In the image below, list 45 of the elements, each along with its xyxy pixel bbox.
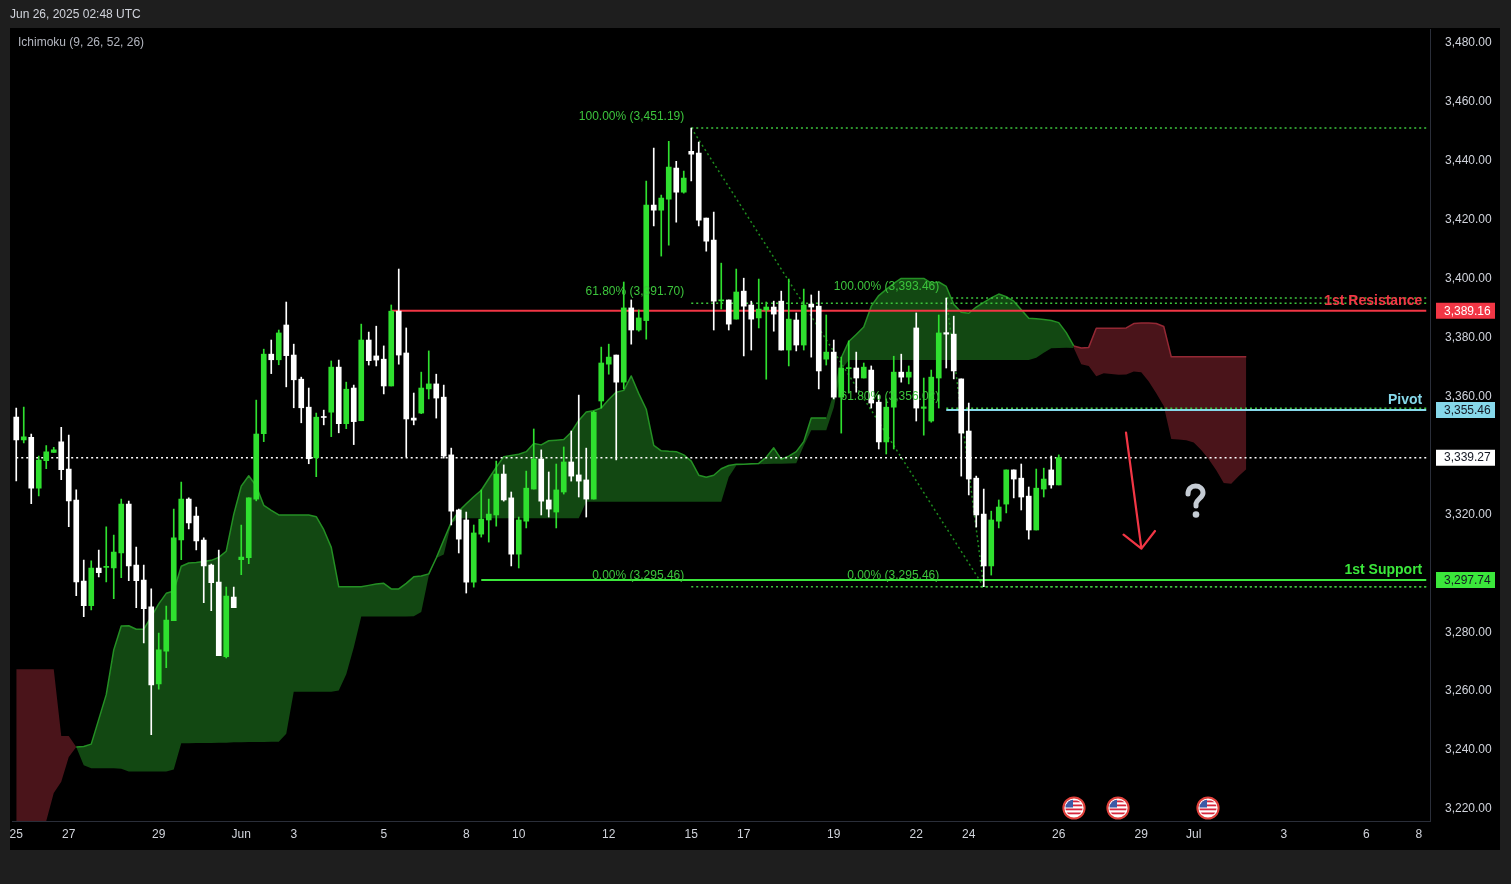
x-tick-label: 5: [380, 826, 388, 841]
y-tick-label: 3,440.00: [1445, 153, 1493, 168]
series-label: 100.00% (3,393.46): [833, 279, 940, 294]
series-label: Pivot: [1388, 390, 1423, 407]
text: Ichimoku (9, 26, 52, 26): [18, 34, 145, 50]
y-tick-label: 3,220.00: [1445, 801, 1493, 816]
series-label: 1st Support: [1344, 560, 1423, 577]
x-tick-label: 6: [1362, 826, 1370, 841]
data-label: 3,339.27: [1444, 450, 1492, 465]
y-tick-label: 3,420.00: [1445, 212, 1493, 227]
x-tick-label: 29: [1134, 826, 1149, 841]
data-label: 3,355.46: [1444, 402, 1492, 417]
x-tick-label: 12: [602, 826, 616, 841]
series-label: 0.00% (3,295.46): [592, 567, 685, 582]
y-tick-label: 3,280.00: [1445, 624, 1493, 639]
series-label: 1st Resistance: [1324, 291, 1423, 308]
x-tick-label: 3: [1280, 826, 1288, 841]
x-tick-label: 10: [512, 826, 526, 841]
x-tick-label: 3: [290, 826, 298, 841]
x-tick-label: 27: [62, 826, 76, 841]
y-tick-label: 3,380.00: [1445, 329, 1493, 344]
series-label: 100.00% (3,451.19): [578, 108, 685, 123]
x-tick-label: Jul: [1186, 826, 1202, 841]
x-tick-label: 29: [152, 826, 166, 841]
y-tick-label: 3,260.00: [1445, 683, 1493, 698]
x-tick-label: 22: [909, 826, 924, 841]
y-tick-label: 3,240.00: [1445, 742, 1493, 757]
x-tick-label: 19: [827, 826, 841, 841]
y-tick-label: 3,460.00: [1445, 94, 1493, 109]
x-tick-label: Jun: [231, 826, 251, 841]
y-tick-label: 3,360.00: [1445, 388, 1493, 403]
x-tick-label: 8: [462, 826, 470, 841]
x-tick-label: 17: [737, 826, 751, 841]
data-label: 3,297.74: [1444, 572, 1492, 587]
y-tick-label: 3,320.00: [1445, 506, 1493, 521]
x-tick-label: 15: [684, 826, 699, 841]
x-tick-label: 25: [9, 826, 24, 841]
text: Jun 26, 2025 02:48 UTC: [10, 6, 141, 22]
x-tick-label: 8: [1415, 826, 1423, 841]
x-tick-label: 24: [962, 826, 976, 841]
series-label: 0.00% (3,295.46): [847, 567, 940, 582]
x-tick-label: 26: [1052, 826, 1066, 841]
y-tick-label: 3,480.00: [1445, 35, 1493, 50]
y-tick-label: 3,400.00: [1445, 271, 1493, 286]
data-label: 3,389.16: [1444, 303, 1492, 318]
